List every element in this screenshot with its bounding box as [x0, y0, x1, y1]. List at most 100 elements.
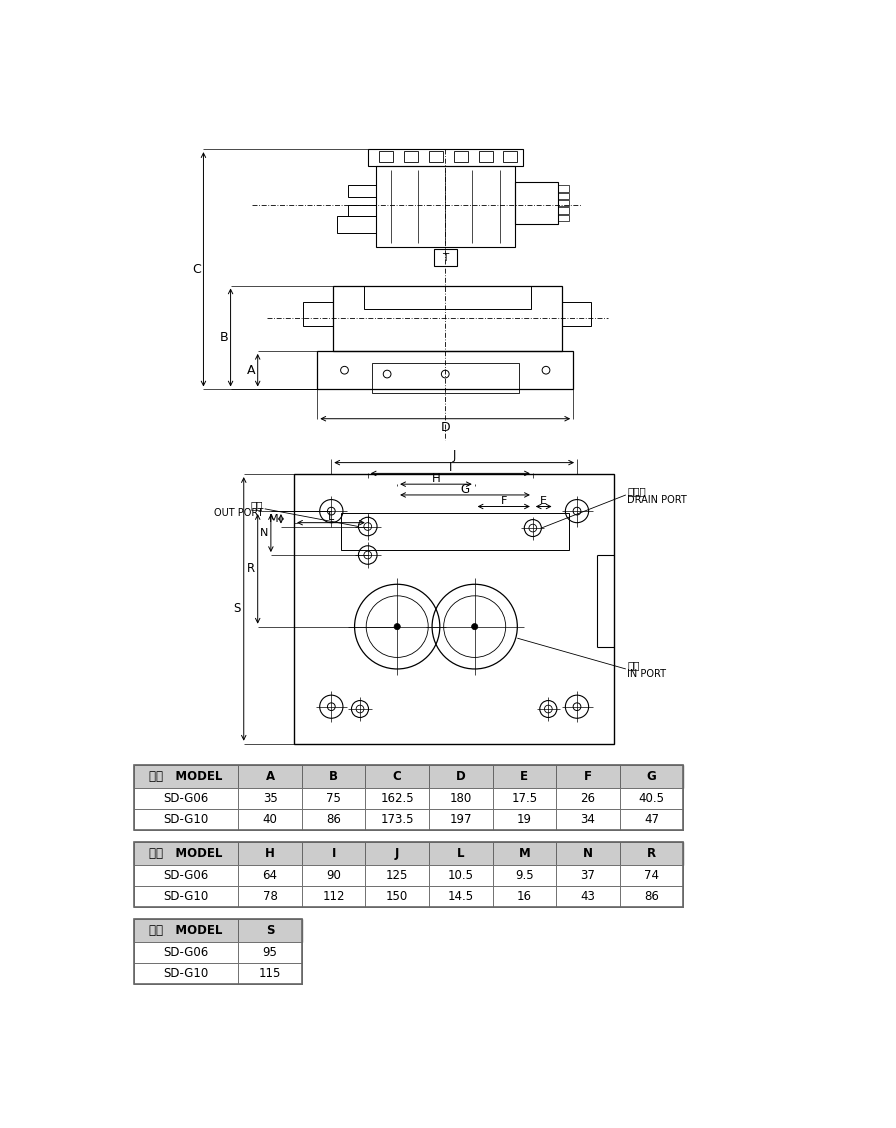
- Bar: [620, 809, 683, 830]
- Text: B: B: [220, 331, 228, 344]
- Bar: [620, 843, 683, 865]
- Text: 35: 35: [263, 792, 278, 805]
- Bar: [557, 208, 569, 213]
- Bar: [556, 887, 620, 907]
- Bar: [134, 765, 238, 788]
- Text: C: C: [392, 770, 401, 783]
- Bar: [556, 765, 620, 788]
- Bar: [134, 809, 238, 830]
- Bar: [493, 788, 556, 809]
- Text: A: A: [246, 363, 255, 377]
- Bar: [429, 765, 493, 788]
- Text: 74: 74: [644, 870, 659, 882]
- Bar: [429, 887, 493, 907]
- Bar: [134, 809, 683, 830]
- Text: 162.5: 162.5: [381, 792, 414, 805]
- Bar: [238, 809, 302, 830]
- Bar: [304, 302, 333, 326]
- Bar: [404, 151, 418, 161]
- Bar: [620, 788, 683, 809]
- Bar: [375, 166, 515, 247]
- Bar: [349, 185, 375, 197]
- Text: H: H: [265, 847, 275, 861]
- Text: 95: 95: [263, 946, 278, 959]
- Text: J: J: [452, 449, 456, 462]
- Bar: [134, 887, 238, 907]
- Bar: [366, 865, 429, 887]
- Bar: [504, 151, 517, 161]
- Text: 10.5: 10.5: [448, 870, 474, 882]
- Bar: [302, 809, 366, 830]
- Text: 型式   MODEL: 型式 MODEL: [150, 924, 223, 937]
- Text: E: E: [540, 496, 547, 506]
- Bar: [366, 887, 429, 907]
- Bar: [557, 214, 569, 221]
- Bar: [134, 843, 683, 907]
- Bar: [294, 474, 614, 743]
- Text: 入口: 入口: [627, 660, 640, 670]
- Text: M: M: [269, 514, 279, 523]
- Bar: [366, 843, 429, 865]
- Bar: [302, 865, 366, 887]
- Bar: [515, 182, 557, 224]
- Bar: [238, 843, 302, 865]
- Text: 出口: 出口: [251, 500, 263, 510]
- Text: 180: 180: [450, 792, 472, 805]
- Text: 115: 115: [259, 967, 281, 980]
- Bar: [556, 865, 620, 887]
- Text: 150: 150: [386, 890, 409, 904]
- Text: H: H: [432, 472, 440, 485]
- Text: F: F: [584, 770, 592, 783]
- Bar: [302, 887, 366, 907]
- Bar: [238, 919, 302, 942]
- Bar: [238, 942, 302, 963]
- Bar: [134, 963, 238, 984]
- Text: 173.5: 173.5: [381, 813, 414, 826]
- Bar: [478, 151, 493, 161]
- Text: SD-G06: SD-G06: [163, 792, 209, 805]
- Bar: [134, 788, 683, 809]
- Bar: [238, 887, 302, 907]
- Bar: [556, 809, 620, 830]
- Text: I: I: [332, 847, 336, 861]
- Text: F: F: [501, 496, 507, 506]
- Text: T: T: [442, 253, 448, 263]
- Bar: [238, 865, 302, 887]
- Bar: [429, 843, 493, 865]
- Bar: [317, 351, 573, 389]
- Bar: [337, 217, 375, 233]
- Text: M: M: [519, 847, 530, 861]
- Bar: [340, 512, 569, 549]
- Text: IN PORT: IN PORT: [627, 669, 667, 679]
- Bar: [493, 865, 556, 887]
- Text: D: D: [456, 770, 466, 783]
- Text: J: J: [395, 847, 400, 861]
- Text: D: D: [441, 421, 450, 433]
- Text: 40: 40: [263, 813, 278, 826]
- Text: DRAIN PORT: DRAIN PORT: [627, 494, 687, 504]
- Bar: [372, 362, 519, 394]
- Text: 14.5: 14.5: [448, 890, 474, 904]
- Bar: [493, 843, 556, 865]
- Bar: [333, 285, 562, 351]
- Bar: [134, 942, 302, 963]
- Text: SD-G06: SD-G06: [163, 946, 209, 959]
- Bar: [366, 765, 429, 788]
- Bar: [493, 765, 556, 788]
- Bar: [134, 942, 238, 963]
- Bar: [134, 887, 683, 907]
- Bar: [238, 963, 302, 984]
- Text: G: G: [647, 770, 656, 783]
- Bar: [366, 788, 429, 809]
- Text: 型式   MODEL: 型式 MODEL: [150, 847, 223, 861]
- Bar: [453, 151, 468, 161]
- Bar: [557, 185, 569, 192]
- Circle shape: [471, 624, 478, 629]
- Bar: [366, 809, 429, 830]
- Bar: [134, 765, 683, 788]
- Text: SD-G10: SD-G10: [163, 967, 209, 980]
- Bar: [349, 204, 375, 217]
- Text: SD-G10: SD-G10: [163, 890, 209, 904]
- Bar: [562, 302, 591, 326]
- Text: S: S: [266, 924, 274, 937]
